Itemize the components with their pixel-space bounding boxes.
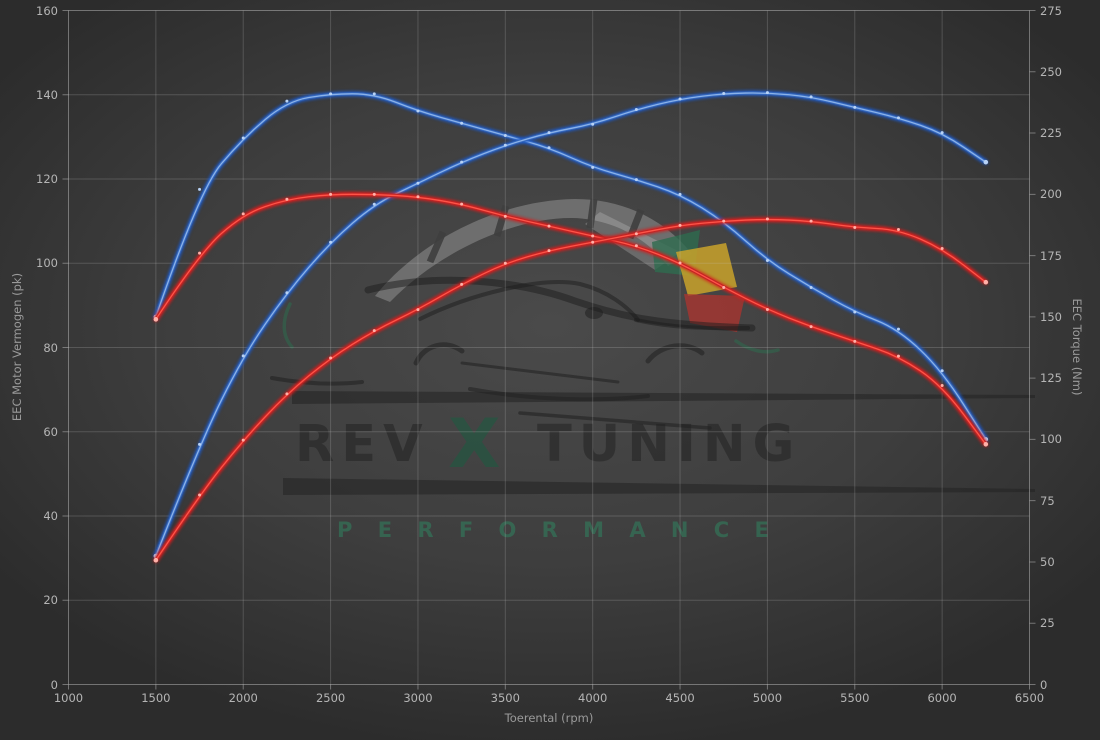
y-axis-right-title: EEC Torque (Nm) — [1070, 298, 1084, 396]
y-axis-left-title: EEC Motor Vermogen (pk) — [10, 272, 24, 422]
x-axis-title: Toerental (rpm) — [504, 711, 594, 725]
